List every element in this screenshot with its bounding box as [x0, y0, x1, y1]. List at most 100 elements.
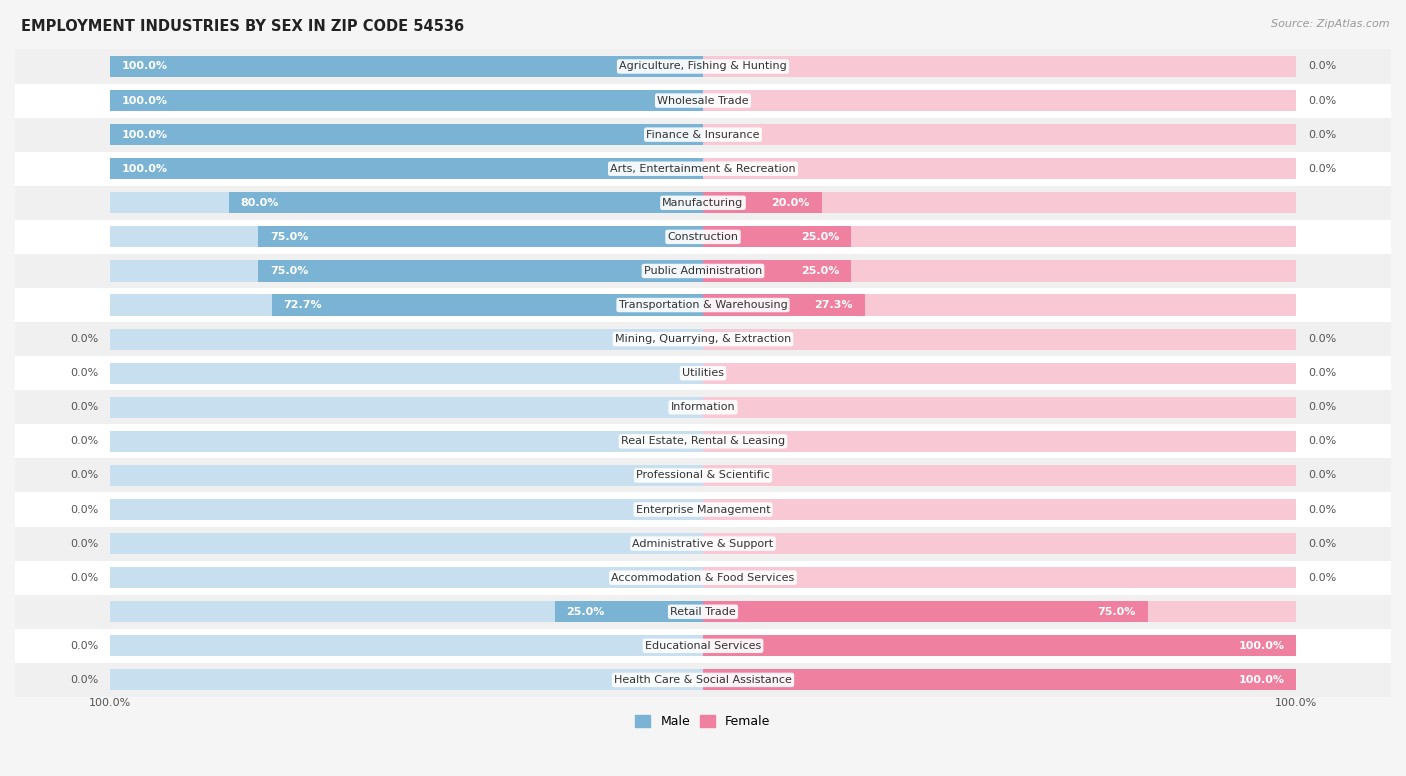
Bar — [110, 670, 703, 691]
Text: Information: Information — [671, 402, 735, 412]
Text: Utilities: Utilities — [682, 368, 724, 378]
Bar — [15, 220, 1391, 254]
Bar — [15, 84, 1391, 118]
Bar — [703, 261, 1296, 282]
Bar — [703, 397, 1296, 417]
Bar — [15, 288, 1391, 322]
Bar — [703, 261, 851, 282]
Text: Construction: Construction — [668, 232, 738, 242]
Bar — [15, 424, 1391, 459]
Bar — [110, 56, 703, 77]
Text: Wholesale Trade: Wholesale Trade — [657, 95, 749, 106]
Text: Professional & Scientific: Professional & Scientific — [636, 470, 770, 480]
Bar — [15, 50, 1391, 84]
Bar — [110, 567, 703, 588]
Text: EMPLOYMENT INDUSTRIES BY SEX IN ZIP CODE 54536: EMPLOYMENT INDUSTRIES BY SEX IN ZIP CODE… — [21, 19, 464, 34]
Text: 100.0%: 100.0% — [1275, 698, 1317, 708]
Bar — [703, 499, 1296, 520]
Bar — [110, 294, 703, 316]
Bar — [703, 601, 1296, 622]
Bar — [15, 493, 1391, 527]
Bar — [15, 322, 1391, 356]
Text: 0.0%: 0.0% — [1308, 470, 1336, 480]
Text: 27.3%: 27.3% — [814, 300, 853, 310]
Bar — [110, 328, 703, 350]
Bar — [15, 527, 1391, 560]
Text: 100.0%: 100.0% — [1239, 675, 1284, 685]
Bar — [555, 601, 703, 622]
Bar — [703, 294, 1296, 316]
Bar — [703, 465, 1296, 486]
Text: Retail Trade: Retail Trade — [671, 607, 735, 617]
Bar — [15, 594, 1391, 629]
Text: 100.0%: 100.0% — [122, 61, 167, 71]
Bar — [15, 118, 1391, 151]
Text: 0.0%: 0.0% — [70, 641, 98, 651]
Bar — [703, 192, 821, 213]
Text: 0.0%: 0.0% — [1308, 402, 1336, 412]
Bar — [703, 636, 1296, 656]
Text: 0.0%: 0.0% — [1308, 130, 1336, 140]
Text: 0.0%: 0.0% — [70, 334, 98, 344]
Bar — [110, 124, 703, 145]
Bar — [110, 362, 703, 384]
Bar — [703, 56, 1296, 77]
Text: 0.0%: 0.0% — [1308, 539, 1336, 549]
Text: Source: ZipAtlas.com: Source: ZipAtlas.com — [1271, 19, 1389, 29]
Text: 75.0%: 75.0% — [1098, 607, 1136, 617]
Text: Manufacturing: Manufacturing — [662, 198, 744, 208]
Bar — [110, 533, 703, 554]
Bar — [703, 192, 1296, 213]
Bar — [229, 192, 703, 213]
Bar — [110, 636, 703, 656]
Text: 25.0%: 25.0% — [801, 232, 839, 242]
Text: 100.0%: 100.0% — [122, 164, 167, 174]
Bar — [15, 390, 1391, 424]
Bar — [110, 261, 703, 282]
Text: 25.0%: 25.0% — [801, 266, 839, 276]
Bar — [703, 158, 1296, 179]
Text: Public Administration: Public Administration — [644, 266, 762, 276]
Bar — [703, 431, 1296, 452]
Text: Agriculture, Fishing & Hunting: Agriculture, Fishing & Hunting — [619, 61, 787, 71]
Text: Mining, Quarrying, & Extraction: Mining, Quarrying, & Extraction — [614, 334, 792, 344]
Bar — [703, 328, 1296, 350]
Text: 75.0%: 75.0% — [270, 232, 308, 242]
Text: 0.0%: 0.0% — [1308, 95, 1336, 106]
Bar — [703, 533, 1296, 554]
Bar — [703, 124, 1296, 145]
Bar — [15, 459, 1391, 493]
Text: 0.0%: 0.0% — [70, 504, 98, 514]
Bar — [110, 90, 703, 111]
Text: Educational Services: Educational Services — [645, 641, 761, 651]
Text: 0.0%: 0.0% — [70, 402, 98, 412]
Bar — [110, 227, 703, 248]
Text: 0.0%: 0.0% — [70, 470, 98, 480]
Text: 0.0%: 0.0% — [70, 573, 98, 583]
Text: Health Care & Social Assistance: Health Care & Social Assistance — [614, 675, 792, 685]
Bar — [703, 567, 1296, 588]
Text: Real Estate, Rental & Leasing: Real Estate, Rental & Leasing — [621, 436, 785, 446]
Bar — [15, 151, 1391, 185]
Bar — [703, 670, 1296, 691]
Bar — [110, 499, 703, 520]
Text: Transportation & Warehousing: Transportation & Warehousing — [619, 300, 787, 310]
Bar — [703, 227, 1296, 248]
Text: 0.0%: 0.0% — [1308, 368, 1336, 378]
Bar — [15, 254, 1391, 288]
Text: 100.0%: 100.0% — [122, 130, 167, 140]
Legend: Male, Female: Male, Female — [630, 710, 776, 733]
Bar — [110, 124, 703, 145]
Text: 75.0%: 75.0% — [270, 266, 308, 276]
Bar — [259, 227, 703, 248]
Text: 0.0%: 0.0% — [1308, 436, 1336, 446]
Bar — [110, 601, 703, 622]
Bar — [271, 294, 703, 316]
Text: 100.0%: 100.0% — [1239, 641, 1284, 651]
Bar — [15, 185, 1391, 220]
Bar — [110, 90, 703, 111]
Text: 0.0%: 0.0% — [1308, 573, 1336, 583]
Bar — [703, 601, 1147, 622]
Text: Accommodation & Food Services: Accommodation & Food Services — [612, 573, 794, 583]
Text: 0.0%: 0.0% — [1308, 504, 1336, 514]
